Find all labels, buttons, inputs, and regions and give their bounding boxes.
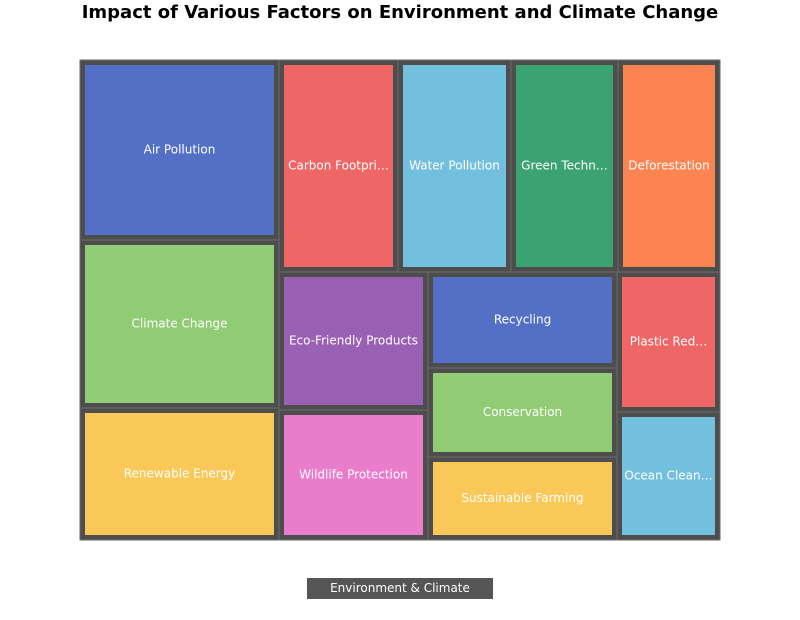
tile-fill (516, 65, 613, 267)
tile-wildlife-protection[interactable]: Wildlife Protection (278, 409, 429, 541)
tile-conservation[interactable]: Conservation (427, 367, 618, 458)
tile-fill (284, 415, 423, 535)
tile-label: Plastic Red… (630, 335, 707, 349)
tile-air-pollution[interactable]: Air Pollution (79, 59, 280, 241)
tile-label: Sustainable Farming (461, 491, 583, 505)
tile-label: Recycling (494, 313, 551, 327)
tile-recycling[interactable]: Recycling (427, 271, 618, 369)
tile-fill (85, 65, 274, 235)
tile-ocean-cleanup[interactable]: Ocean Clean… (616, 411, 721, 541)
tile-fill (623, 65, 715, 267)
tile-label: Eco-Friendly Products (289, 334, 418, 348)
tile-label: Carbon Footpri… (288, 159, 389, 173)
tile-fill (85, 413, 274, 535)
tile-label: Water Pollution (409, 159, 500, 173)
tile-fill (403, 65, 506, 267)
tile-label: Air Pollution (144, 143, 216, 157)
tile-fill (433, 277, 612, 363)
tile-fill (622, 417, 715, 535)
tile-fill (622, 277, 715, 407)
tile-renewable-energy[interactable]: Renewable Energy (79, 407, 280, 541)
tile-label: Conservation (483, 405, 562, 419)
tile-fill (433, 373, 612, 452)
tile-fill (433, 462, 612, 535)
tile-plastic-reduction[interactable]: Plastic Red… (616, 271, 721, 413)
tile-green-technology[interactable]: Green Techn… (510, 59, 619, 273)
tile-fill (85, 245, 274, 403)
tile-fill (284, 277, 423, 405)
tile-deforestation[interactable]: Deforestation (617, 59, 721, 273)
tile-fill (284, 65, 393, 267)
tile-carbon-footprint[interactable]: Carbon Footpri… (278, 59, 399, 273)
chart-title: Impact of Various Factors on Environment… (81, 2, 719, 23)
tile-label: Ocean Clean… (624, 469, 712, 483)
tile-label: Renewable Energy (124, 467, 236, 481)
tile-water-pollution[interactable]: Water Pollution (397, 59, 512, 273)
tile-label: Green Techn… (521, 159, 608, 173)
tile-label: Wildlife Protection (299, 468, 408, 482)
tile-climate-change[interactable]: Climate Change (79, 239, 280, 409)
tile-sustainable-farming[interactable]: Sustainable Farming (427, 456, 618, 541)
tile-label: Climate Change (132, 317, 228, 331)
tile-eco-friendly-products[interactable]: Eco-Friendly Products (278, 271, 429, 411)
breadcrumb-root[interactable]: Environment & Climate Change (307, 578, 493, 616)
tile-label: Deforestation (628, 159, 710, 173)
treemap-chart: Air Pollution Climate Change Renewable Ene… (79, 59, 721, 541)
